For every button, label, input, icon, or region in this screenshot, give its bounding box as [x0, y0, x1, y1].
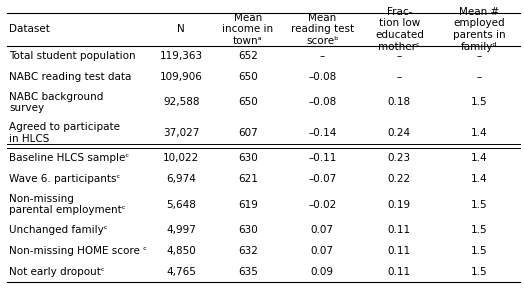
Text: Total student population: Total student population [9, 51, 136, 61]
Text: 650: 650 [238, 97, 258, 108]
Text: –0.14: –0.14 [308, 128, 336, 138]
Text: Non-missing HOME score ᶜ: Non-missing HOME score ᶜ [9, 246, 147, 256]
Text: 635: 635 [238, 266, 258, 277]
Text: 0.11: 0.11 [388, 266, 411, 277]
Text: 5,648: 5,648 [166, 199, 196, 210]
Text: Mean
reading test
scoreᵇ: Mean reading test scoreᵇ [291, 13, 354, 46]
Text: 632: 632 [238, 246, 258, 256]
Text: 10,022: 10,022 [163, 153, 199, 163]
Text: 1.4: 1.4 [471, 174, 487, 184]
Text: 37,027: 37,027 [163, 128, 199, 138]
Text: 0.22: 0.22 [388, 174, 411, 184]
Text: 1.4: 1.4 [471, 153, 487, 163]
Text: –: – [397, 72, 402, 82]
Text: –0.02: –0.02 [308, 199, 336, 210]
Text: 0.23: 0.23 [388, 153, 411, 163]
Text: 109,906: 109,906 [160, 72, 203, 82]
Text: 0.09: 0.09 [311, 266, 334, 277]
Text: Agreed to participate
in HLCS: Agreed to participate in HLCS [9, 122, 120, 144]
Text: 4,997: 4,997 [166, 225, 196, 235]
Text: 6,974: 6,974 [166, 174, 196, 184]
Text: 0.07: 0.07 [311, 246, 334, 256]
Text: –0.08: –0.08 [308, 97, 336, 108]
Text: 0.24: 0.24 [388, 128, 411, 138]
Text: 652: 652 [238, 51, 258, 61]
Text: Dataset: Dataset [9, 24, 50, 34]
Text: –0.11: –0.11 [308, 153, 336, 163]
Text: Mean #
employed
parents in
familyᵈ: Mean # employed parents in familyᵈ [453, 7, 505, 51]
Text: NABC background
survey: NABC background survey [9, 92, 104, 113]
Text: Non-missing
parental employmentᶜ: Non-missing parental employmentᶜ [9, 194, 126, 215]
Text: 607: 607 [238, 128, 258, 138]
Text: 119,363: 119,363 [160, 51, 203, 61]
Text: 0.18: 0.18 [388, 97, 411, 108]
Text: 1.5: 1.5 [471, 266, 487, 277]
Text: 4,765: 4,765 [166, 266, 196, 277]
Text: 0.19: 0.19 [388, 199, 411, 210]
Text: Not early dropoutᶜ: Not early dropoutᶜ [9, 266, 105, 277]
Text: 1.5: 1.5 [471, 199, 487, 210]
Text: –0.08: –0.08 [308, 72, 336, 82]
Text: 650: 650 [238, 72, 258, 82]
Text: –: – [320, 51, 325, 61]
Text: Unchanged familyᶜ: Unchanged familyᶜ [9, 225, 108, 235]
Text: 0.11: 0.11 [388, 246, 411, 256]
Text: 0.07: 0.07 [311, 225, 334, 235]
Text: Mean
income in
townᵃ: Mean income in townᵃ [222, 13, 274, 46]
Text: 1.5: 1.5 [471, 246, 487, 256]
Text: 630: 630 [238, 153, 258, 163]
Text: 0.11: 0.11 [388, 225, 411, 235]
Text: 1.4: 1.4 [471, 128, 487, 138]
Text: N: N [177, 24, 185, 34]
Text: 619: 619 [238, 199, 258, 210]
Text: –: – [397, 51, 402, 61]
Text: Frac-
tion low
educated
motherᶜ: Frac- tion low educated motherᶜ [375, 7, 424, 51]
Text: –: – [476, 72, 482, 82]
Text: Baseline HLCS sampleᶜ: Baseline HLCS sampleᶜ [9, 153, 129, 163]
Text: 621: 621 [238, 174, 258, 184]
Text: Wave 6. participantsᶜ: Wave 6. participantsᶜ [9, 174, 121, 184]
Text: 92,588: 92,588 [163, 97, 200, 108]
Text: 4,850: 4,850 [166, 246, 196, 256]
Text: –0.07: –0.07 [308, 174, 336, 184]
Text: –: – [476, 51, 482, 61]
Text: 1.5: 1.5 [471, 97, 487, 108]
Text: 1.5: 1.5 [471, 225, 487, 235]
Text: NABC reading test data: NABC reading test data [9, 72, 132, 82]
Text: 630: 630 [238, 225, 258, 235]
